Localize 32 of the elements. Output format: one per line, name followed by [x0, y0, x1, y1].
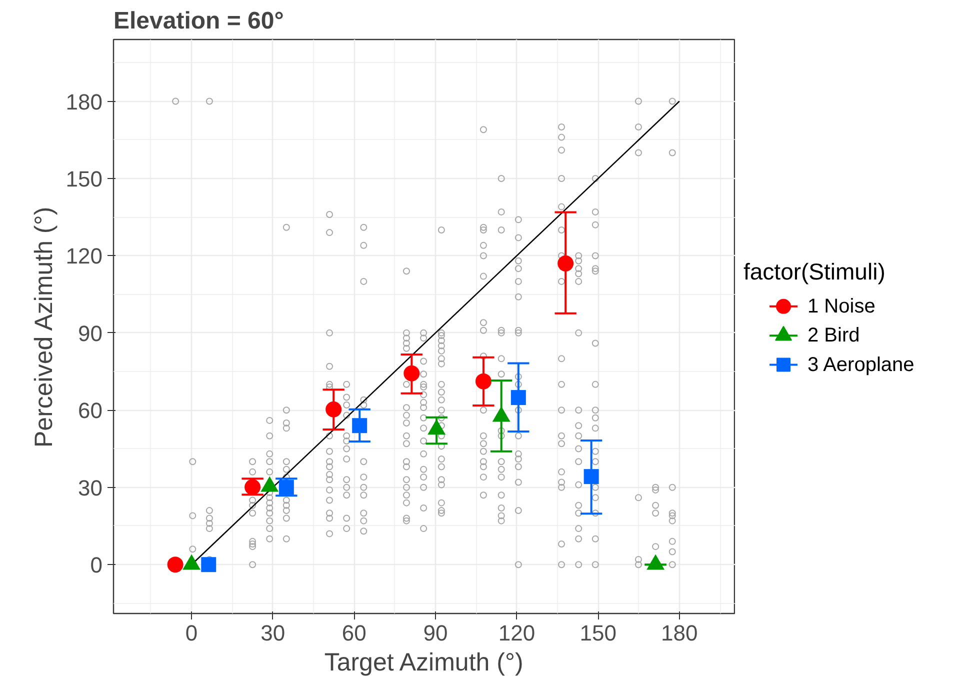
y-tick-label: 60 [78, 398, 103, 424]
legend-label: 2 Bird [808, 324, 860, 347]
point [558, 255, 574, 272]
y-tick-label: 180 [66, 89, 103, 114]
point [244, 479, 261, 496]
x-tick-label: 30 [260, 620, 286, 646]
point [278, 480, 294, 495]
legend-title: factor(Stimuli) [744, 258, 886, 284]
y-tick-label: 150 [66, 166, 103, 192]
y-tick-label: 120 [66, 244, 103, 269]
x-tick-label: 0 [185, 620, 198, 646]
point [201, 557, 216, 572]
x-tick-label: 60 [342, 620, 366, 646]
x-tick-label: 180 [661, 620, 698, 646]
y-tick-label: 30 [78, 475, 103, 500]
point [326, 401, 342, 418]
point [404, 365, 420, 382]
x-axis-title: Target Azimuth (°) [324, 648, 524, 676]
point [352, 418, 368, 434]
x-tick-label: 120 [498, 620, 536, 646]
point [510, 390, 526, 406]
point [167, 556, 184, 573]
point [475, 373, 492, 390]
chart-title: Elevation = 60° [114, 8, 284, 34]
x-tick-label: 90 [423, 620, 448, 646]
point [584, 469, 599, 484]
y-tick-label: 90 [78, 320, 103, 346]
x-tick-label: 150 [580, 620, 616, 646]
legend-label: 1 Noise [808, 295, 876, 318]
legend-label: 3 Aeroplane [808, 354, 914, 376]
y-axis-title: Perceived Azimuth (°) [30, 206, 58, 448]
y-tick-label: 0 [90, 552, 103, 578]
